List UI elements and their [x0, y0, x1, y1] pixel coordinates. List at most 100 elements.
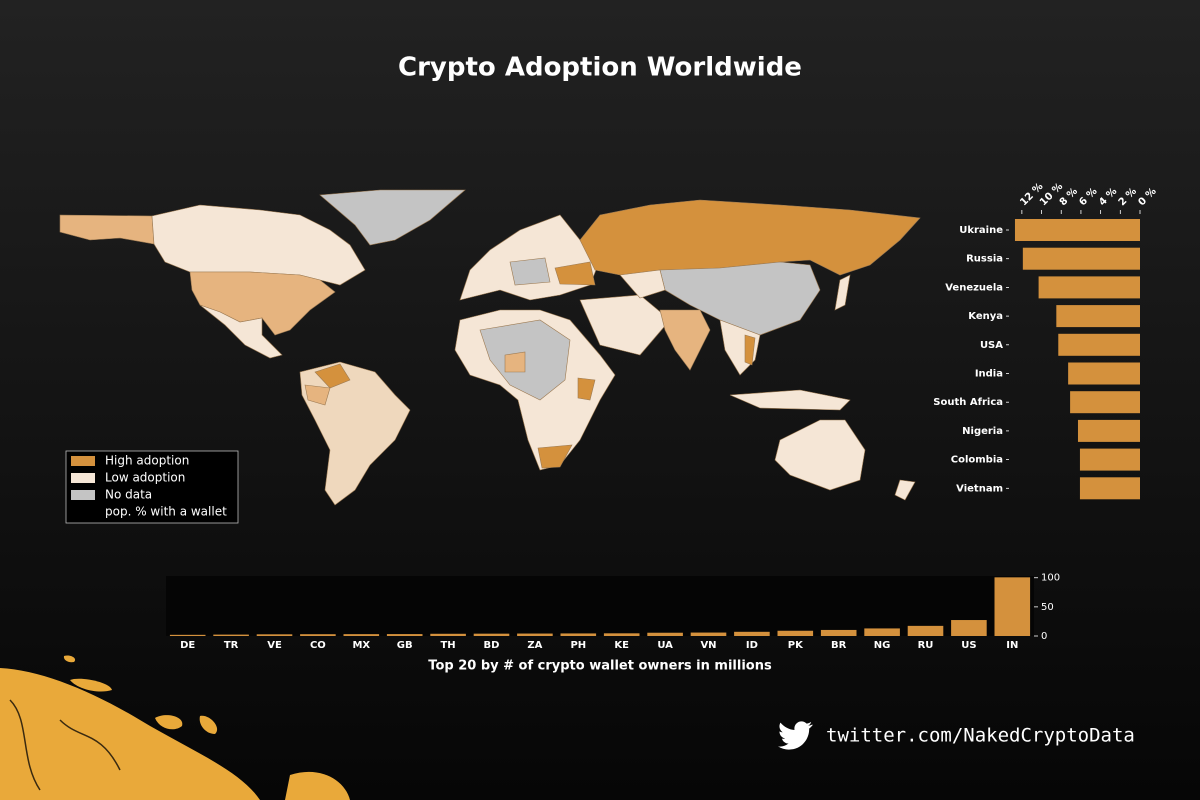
x-axis-label: Top 20 by # of crypto wallet owners in m…: [428, 659, 772, 674]
y-tick-label: Nigeria: [962, 426, 1003, 437]
bar: [603, 633, 640, 636]
bar: [690, 632, 727, 636]
legend-swatch: [71, 456, 95, 466]
bar: [1068, 362, 1140, 385]
bar: [1058, 333, 1140, 356]
region: [504, 351, 526, 373]
x-tick-label: ZA: [527, 640, 542, 651]
bar: [1079, 477, 1140, 500]
legend-swatch: [71, 473, 95, 483]
region: [319, 189, 466, 246]
bar: [386, 634, 423, 636]
bar: [777, 630, 814, 636]
region: [304, 384, 331, 406]
x-tick-label: BR: [831, 640, 847, 651]
bar: [1077, 419, 1140, 442]
bar: [1038, 276, 1140, 299]
bar: [1070, 391, 1140, 414]
legend-note: pop. % with a wallet: [105, 505, 227, 519]
x-tick-label: NG: [874, 640, 891, 651]
splash: [155, 715, 183, 730]
x-tick-label: ID: [746, 640, 758, 651]
bar: [734, 631, 770, 636]
bar: [256, 634, 293, 636]
splash: [0, 668, 260, 800]
region: [774, 419, 866, 491]
x-tick-label: TH: [440, 640, 455, 651]
bar: [430, 633, 466, 636]
y-tick-label: Colombia: [951, 455, 1003, 466]
x-tick-label: PH: [570, 640, 586, 651]
bar: [473, 633, 510, 636]
region: [199, 304, 283, 359]
plot-area: [166, 576, 1034, 636]
region: [729, 389, 851, 411]
x-tick-label: KE: [614, 640, 629, 651]
region: [151, 204, 366, 286]
splash: [285, 771, 350, 800]
footer-handle: twitter.com/NakedCryptoData: [826, 725, 1135, 747]
splash-line: [9, 699, 41, 791]
bar: [951, 620, 987, 636]
region: [834, 274, 851, 311]
splash: [199, 715, 218, 734]
y-tick-label: 0: [1041, 631, 1047, 642]
bar: [994, 577, 1031, 636]
splash: [70, 678, 112, 692]
y-tick-label: Kenya: [968, 311, 1003, 322]
y-tick-label: South Africa: [933, 397, 1003, 408]
x-tick-label: VN: [700, 640, 716, 651]
x-tick-label: US: [961, 640, 976, 651]
x-tick-label: DE: [180, 640, 195, 651]
x-tick-label: IN: [1006, 640, 1018, 651]
bar: [517, 633, 553, 636]
bar: [907, 625, 944, 636]
y-tick-label: Venezuela: [945, 282, 1003, 293]
bar: [1022, 247, 1140, 270]
region: [537, 444, 573, 469]
twitter-icon: [778, 721, 813, 750]
region: [579, 294, 671, 356]
bar: [647, 632, 683, 636]
x-tick-label: CO: [310, 640, 326, 651]
bar: [300, 634, 336, 636]
title: Crypto Adoption Worldwide: [398, 53, 802, 83]
bar: [864, 628, 900, 636]
y-tick-label: USA: [980, 340, 1003, 351]
region: [299, 361, 411, 506]
y-tick-label: India: [975, 369, 1003, 380]
bar: [213, 634, 249, 636]
region: [619, 269, 666, 299]
y-tick-label: 100: [1041, 573, 1060, 584]
bar: [169, 634, 206, 636]
world-map: [59, 189, 921, 506]
legend-label: No data: [105, 488, 152, 502]
bar: [1014, 219, 1140, 241]
x-tick-label: UA: [657, 640, 673, 651]
y-tick-label: Ukraine: [959, 225, 1003, 236]
x-tick-label: VE: [267, 640, 282, 651]
region: [509, 257, 551, 286]
splash: [63, 655, 76, 663]
bar: [1079, 448, 1140, 471]
region: [894, 479, 916, 501]
y-tick-label: 50: [1041, 602, 1054, 613]
decoration: [0, 655, 350, 800]
x-tick-label: MX: [352, 640, 370, 651]
bar: [560, 633, 597, 636]
legend-swatch: [71, 490, 95, 500]
decoration-lines: [9, 699, 121, 791]
region: [659, 261, 821, 336]
bar: [343, 634, 380, 636]
region: [744, 334, 756, 366]
legend-label: High adoption: [105, 454, 189, 468]
legend-label: Low adoption: [105, 471, 185, 485]
y-tick-label: Russia: [966, 254, 1003, 265]
region: [577, 377, 596, 401]
x-tick-label: GB: [397, 640, 413, 651]
x-tick-label: RU: [918, 640, 934, 651]
x-tick-label: TR: [224, 640, 239, 651]
region: [314, 363, 351, 389]
